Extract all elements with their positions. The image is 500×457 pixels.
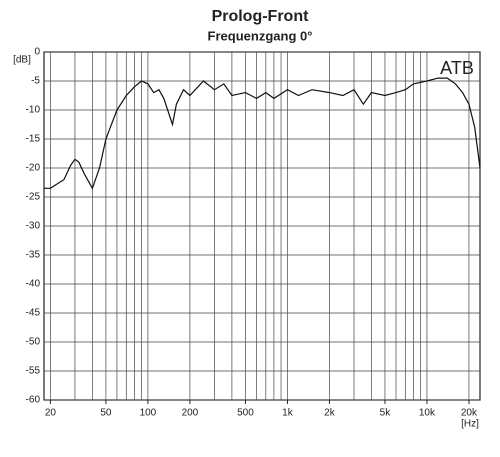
chart-title: Prolog-Front	[212, 8, 310, 25]
chart-subtitle: Frequenzgang 0°	[208, 28, 313, 43]
x-tick-label: 50	[100, 408, 112, 419]
x-tick-label: 1k	[282, 408, 294, 419]
y-axis-label: [dB]	[13, 55, 31, 66]
y-tick-label: -45	[26, 308, 41, 319]
y-tick-label: -40	[26, 279, 41, 290]
y-tick-label: -20	[26, 163, 41, 174]
y-tick-label: -55	[26, 366, 41, 377]
x-axis-label: [Hz]	[461, 419, 479, 430]
x-tick-label: 200	[182, 408, 199, 419]
y-tick-label: -5	[31, 76, 40, 87]
y-tick-label: -50	[26, 337, 41, 348]
y-tick-label: 0	[34, 47, 40, 58]
y-tick-label: -35	[26, 250, 41, 261]
x-tick-label: 5k	[380, 408, 392, 419]
x-tick-label: 20k	[461, 408, 478, 419]
annotation: ATB	[440, 58, 474, 78]
y-tick-label: -10	[26, 105, 41, 116]
y-tick-label: -30	[26, 221, 41, 232]
x-tick-label: 2k	[324, 408, 336, 419]
y-tick-label: -60	[26, 395, 41, 406]
y-tick-label: -25	[26, 192, 41, 203]
y-tick-label: -15	[26, 134, 41, 145]
response-line	[44, 77, 481, 190]
x-tick-label: 100	[140, 408, 157, 419]
x-tick-label: 10k	[419, 408, 436, 419]
x-tick-label: 500	[237, 408, 254, 419]
x-tick-label: 20	[45, 408, 57, 419]
